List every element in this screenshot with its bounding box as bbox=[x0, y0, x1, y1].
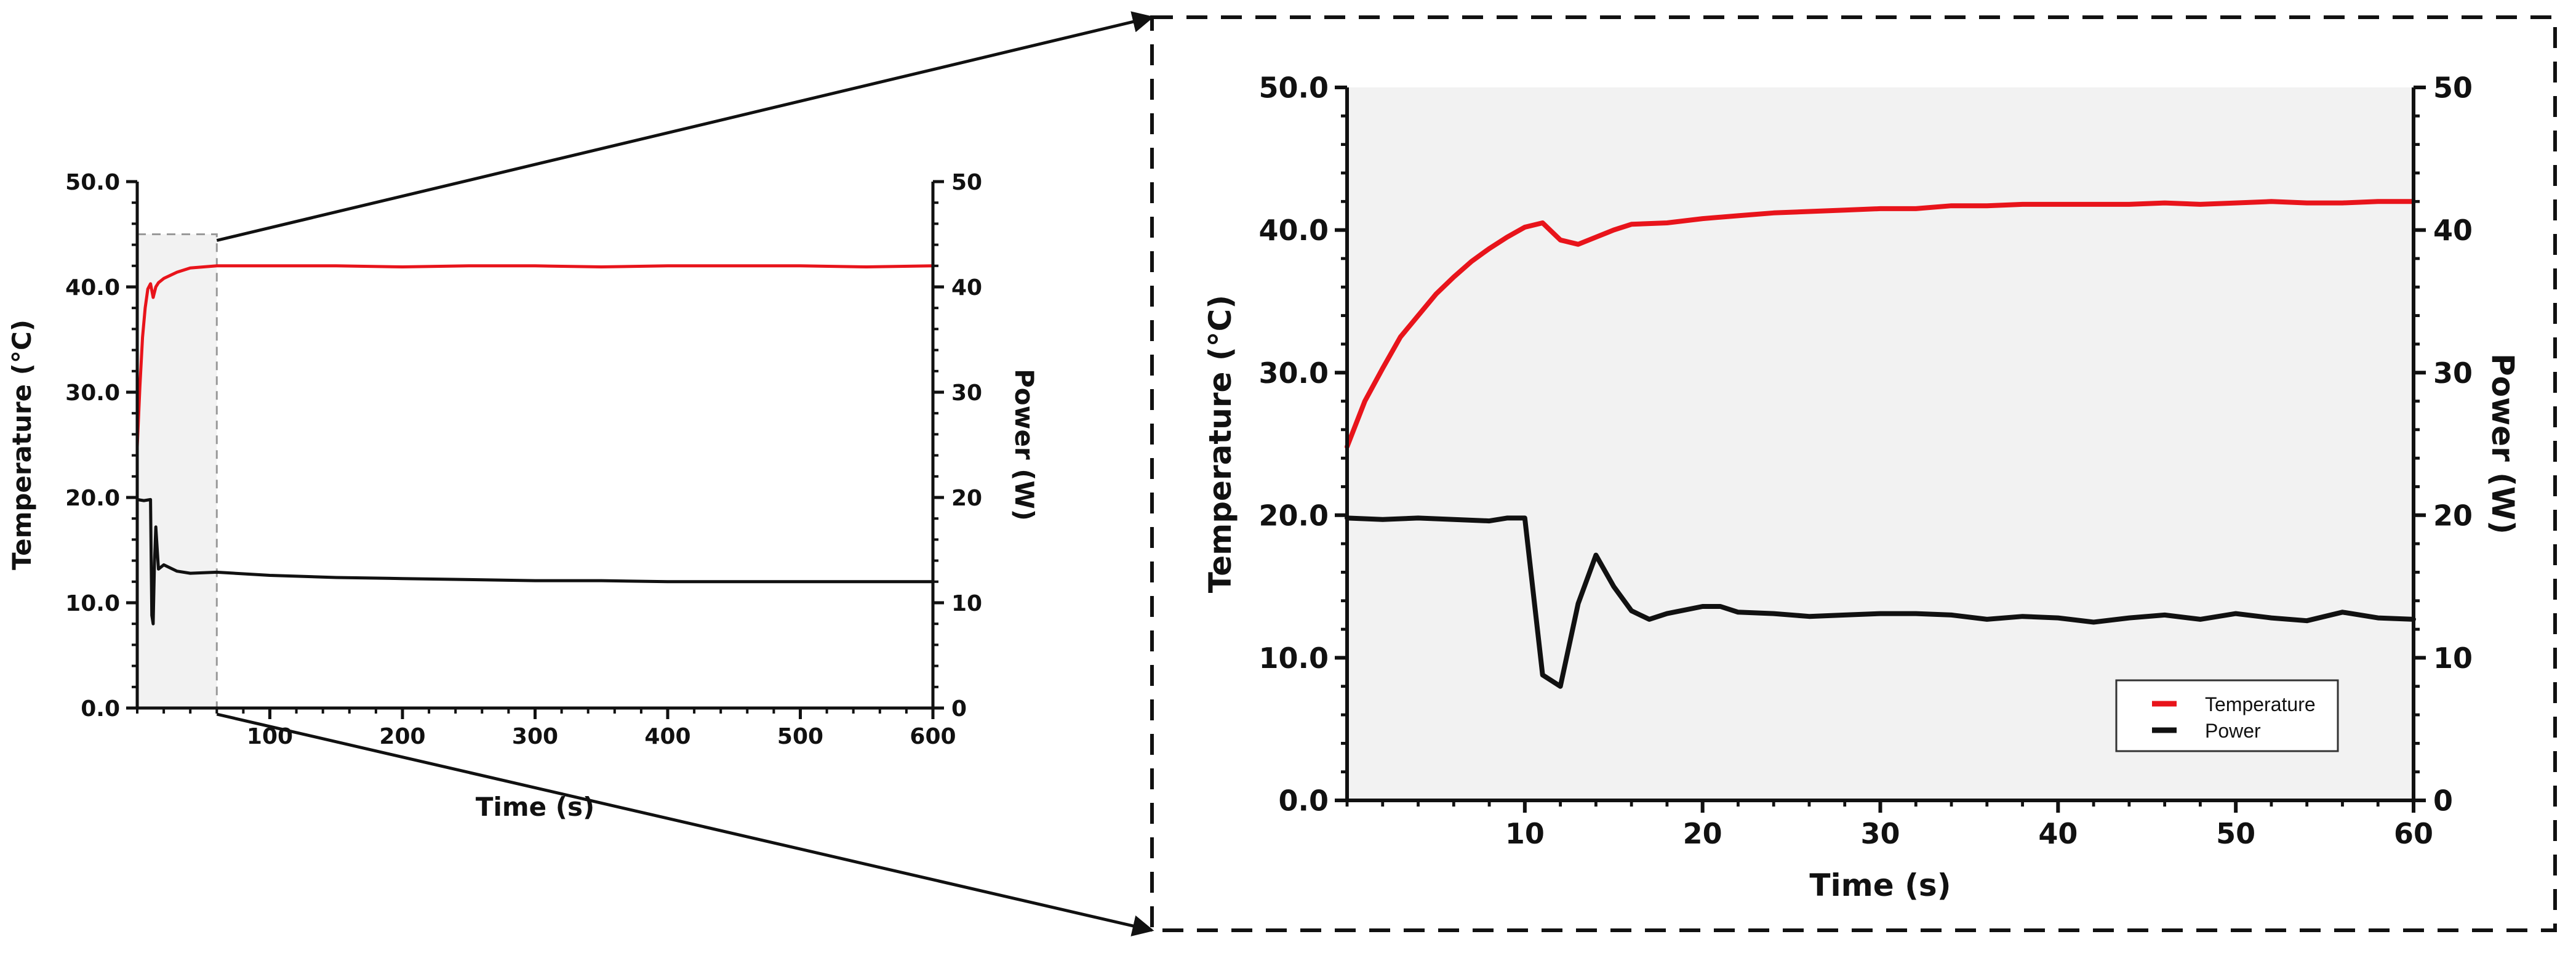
y-left-tick-label: 0.0 bbox=[81, 696, 120, 722]
x-axis-title: Time (s) bbox=[1809, 867, 1951, 903]
x-tick-label: 100 bbox=[247, 724, 293, 749]
series-line-power bbox=[1345, 515, 2416, 689]
x-tick-label: 20 bbox=[1683, 817, 1722, 850]
series-line-power bbox=[135, 497, 935, 626]
y-right-tick-label: 30 bbox=[2433, 356, 2473, 390]
x-tick-label: 50 bbox=[2216, 817, 2255, 850]
y-left-tick-label: 20.0 bbox=[65, 486, 120, 511]
chart-zoom: 0.0 10.0 20.0 30.0 40.0 50.0 0 10 20 30 40 50 10 20 30… bbox=[1202, 71, 2521, 903]
y-right-tick-label: 50 bbox=[2433, 71, 2473, 105]
y-right-tick-label: 10 bbox=[951, 591, 982, 616]
x-tick-label: 10 bbox=[1505, 817, 1545, 850]
x-tick-label: 500 bbox=[777, 724, 823, 749]
y-left-tick-label: 10.0 bbox=[65, 591, 120, 616]
y-right-tick-label: 0 bbox=[951, 696, 967, 722]
zoom-connector-bottom bbox=[216, 712, 1154, 936]
y-left-tick-label: 30.0 bbox=[1259, 356, 1329, 390]
y-left-tick-label: 40.0 bbox=[65, 275, 120, 300]
y-left-tick-label: 0.0 bbox=[1279, 784, 1329, 818]
y-right-tick-label: 20 bbox=[951, 486, 982, 511]
y-right-tick-label: 40 bbox=[2433, 214, 2473, 247]
y-right-tick-label: 10 bbox=[2433, 642, 2473, 675]
y-left-tick-label: 50.0 bbox=[65, 170, 120, 195]
series-line-temperature bbox=[1345, 199, 2416, 449]
y-right-tick-label: 30 bbox=[951, 380, 982, 406]
x-tick-label: 30 bbox=[1860, 817, 1900, 850]
x-tick-label: 200 bbox=[379, 724, 425, 749]
chart-full-run: 0.0 10.0 20.0 30.0 40.0 50.0 0 10 20 30 40 50 100 200… bbox=[7, 170, 1039, 822]
y-axis-title-left: Temperature (°C) bbox=[7, 320, 37, 570]
zoom-frame bbox=[1150, 15, 2557, 932]
y-left-tick-label: 10.0 bbox=[1259, 642, 1329, 675]
highlight-region bbox=[137, 234, 217, 708]
x-tick-label: 60 bbox=[2394, 817, 2433, 850]
legend-label-temperature: Temperature bbox=[2205, 693, 2316, 715]
zoom-guides bbox=[216, 11, 2557, 936]
x-tick-label: 300 bbox=[512, 724, 558, 749]
y-axis-title-right: Power (W) bbox=[2485, 353, 2521, 534]
y-left-tick-label: 20.0 bbox=[1259, 499, 1329, 532]
series-line-temperature bbox=[135, 264, 935, 449]
legend: Temperature Power bbox=[2115, 679, 2339, 752]
x-tick-label: 600 bbox=[910, 724, 956, 749]
x-tick-label: 40 bbox=[2038, 817, 2078, 850]
y-right-tick-label: 50 bbox=[951, 170, 982, 195]
x-tick-label: 400 bbox=[644, 724, 690, 749]
legend-box bbox=[2115, 679, 2339, 752]
y-left-tick-label: 40.0 bbox=[1259, 214, 1329, 247]
y-axis-title-left: Temperature (°C) bbox=[1202, 295, 1238, 593]
y-axis-title-right: Power (W) bbox=[1009, 369, 1039, 521]
highlight-outline bbox=[137, 233, 218, 708]
y-right-tick-label: 20 bbox=[2433, 499, 2473, 532]
y-left-tick-label: 30.0 bbox=[65, 380, 120, 406]
y-left-tick-label: 50.0 bbox=[1259, 71, 1329, 105]
y-right-tick-label: 0 bbox=[2433, 784, 2453, 818]
legend-label-power: Power bbox=[2205, 720, 2261, 742]
zoom-connector-top bbox=[216, 11, 1154, 242]
y-right-tick-label: 40 bbox=[951, 275, 982, 300]
